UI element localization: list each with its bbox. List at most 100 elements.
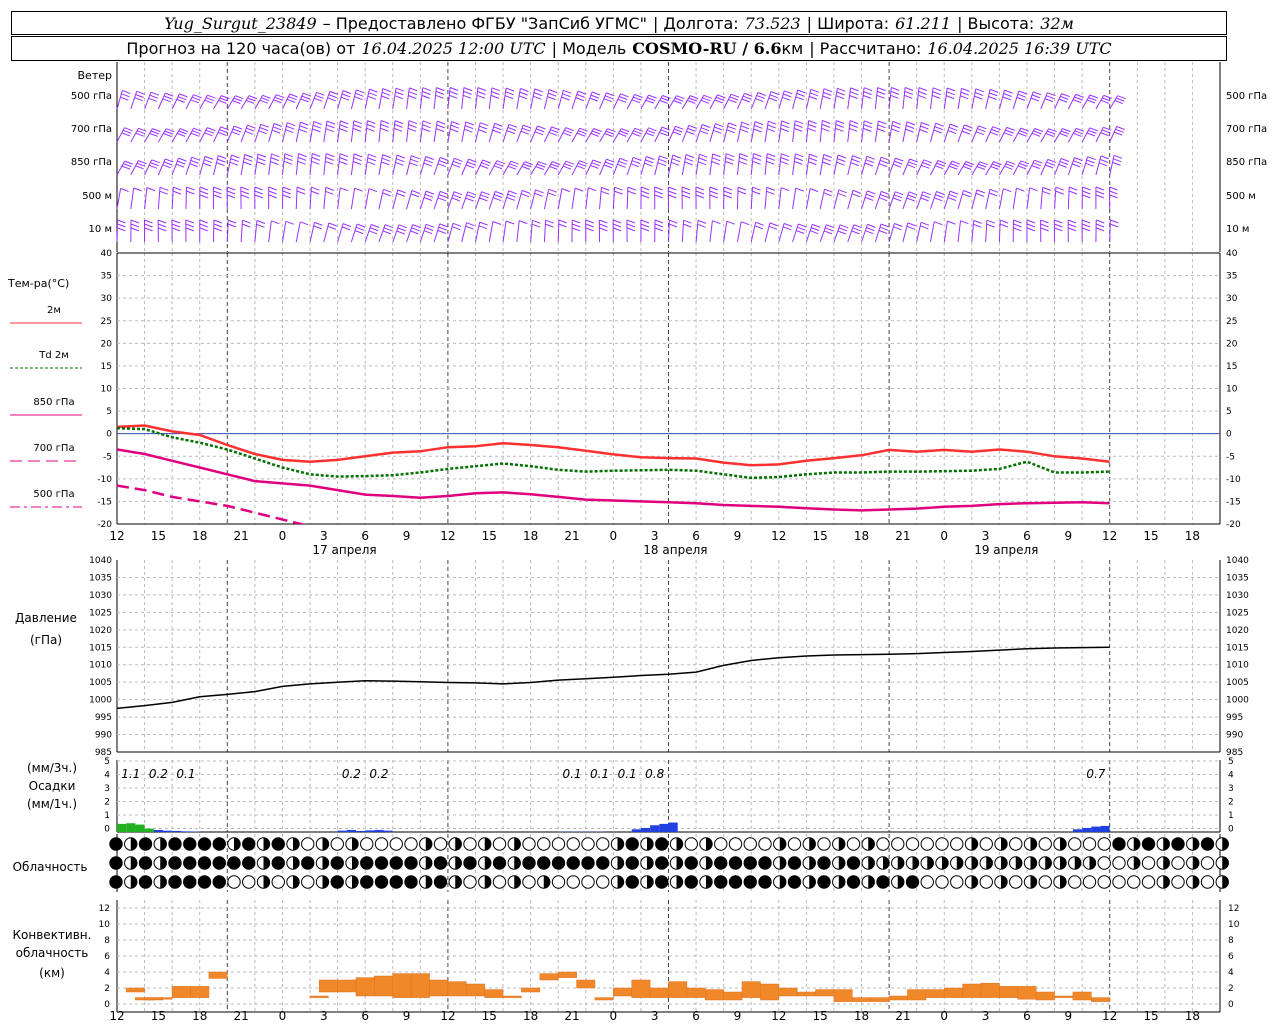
wind-barb: [406, 190, 413, 210]
wind-barb-feather: [136, 130, 146, 135]
wind-barb-feather: [453, 160, 462, 165]
wind-barb: [1012, 188, 1017, 210]
wind-barb: [323, 153, 327, 176]
wind-barb: [874, 191, 882, 210]
wind-barb-feather: [288, 96, 297, 101]
wind-barb-feather: [166, 128, 175, 133]
wind-barb-feather: [960, 91, 969, 96]
wind-barb-feather: [449, 90, 458, 95]
wind-barb-feather: [311, 160, 320, 165]
wind-barb-feather: [877, 87, 886, 92]
wind-barb-feather: [621, 128, 630, 133]
cloud-symbol: [330, 837, 344, 851]
wind-barb-feather: [741, 121, 750, 126]
cloud-symbol: [522, 856, 536, 870]
wind-barb-feather: [545, 223, 554, 228]
wind-barb-feather: [394, 127, 403, 132]
wind-barb-feather: [325, 186, 334, 191]
wind-barb-feather: [904, 87, 914, 91]
wind-barb-feather: [711, 157, 721, 162]
wind-barb-feather: [935, 194, 944, 199]
wind-barb-feather: [891, 124, 901, 129]
wind-barb-feather: [935, 122, 944, 127]
hour-tick: 18: [523, 529, 538, 543]
cloud-symbol-half: [647, 856, 654, 870]
cloud-symbol: [183, 837, 197, 851]
cloud-symbol-half: [1001, 837, 1008, 851]
conv-title-2: облачность: [16, 946, 89, 960]
wind-barb-feather: [1110, 219, 1119, 224]
conv-bar: [796, 991, 816, 997]
wind-barb: [419, 156, 427, 176]
wind-barb-feather: [703, 94, 712, 99]
cloud-symbol: [891, 837, 905, 851]
wind-barb-feather: [934, 221, 943, 226]
wind-barb-feather: [325, 128, 334, 133]
wind-barb-feather: [394, 95, 403, 100]
wind-barb-feather: [453, 191, 463, 196]
wind-barb: [833, 154, 839, 176]
wind-barb-feather: [798, 223, 807, 228]
cloud-symbol-half: [1074, 856, 1081, 870]
wind-barb-feather: [520, 88, 529, 92]
wind-barb-feather: [626, 223, 636, 228]
wind-barb-feather: [1113, 154, 1123, 159]
wind-level-label: 10 м: [89, 224, 112, 235]
wind-barb-feather: [426, 223, 435, 228]
cloud-symbol-half: [868, 837, 875, 851]
wind-barb: [819, 224, 827, 243]
wind-barb-feather: [207, 127, 216, 132]
wind-barb: [116, 188, 122, 210]
precip-bar: [346, 829, 356, 832]
cloud-symbol: [625, 875, 639, 889]
wind-barb: [268, 94, 277, 110]
wind-barb-feather: [162, 98, 171, 103]
wind-barb-feather: [951, 160, 961, 165]
wind-barb-feather: [823, 230, 833, 235]
hour-tick-bottom: 18: [523, 1009, 538, 1023]
wind-barb: [185, 157, 193, 176]
wind-barb-feather: [121, 93, 130, 98]
wind-barb-feather: [904, 90, 913, 95]
wind-barb-feather: [879, 159, 889, 164]
wind-barb-feather: [993, 161, 1002, 166]
cloud-symbol: [758, 837, 772, 851]
pres-tick: 1025: [89, 608, 112, 618]
wind-barb-feather: [262, 94, 271, 99]
wind-barb-feather: [240, 190, 250, 195]
cloud-symbol: [846, 837, 861, 851]
wind-barb-feather: [477, 87, 487, 92]
cloud-symbol: [743, 875, 757, 889]
pres-tick: 1035: [89, 573, 112, 583]
cloud-symbol: [743, 837, 757, 851]
pres-tick-right: 995: [1226, 713, 1243, 723]
wind-barb-feather: [781, 120, 790, 125]
wind-barb-feather: [613, 227, 622, 232]
wind-barb-feather: [876, 94, 885, 99]
wind-barb-feather: [300, 98, 309, 103]
wind-barb-feather: [1031, 132, 1041, 137]
precip-bar: [1091, 826, 1101, 832]
wind-barb-feather: [340, 187, 349, 192]
wind-barb-feather: [770, 91, 780, 96]
wind-barb-feather: [645, 132, 654, 137]
wind-barb-feather: [1019, 162, 1028, 167]
conv-bar: [907, 989, 927, 1001]
cloud-symbol-half: [971, 837, 978, 851]
cloud-symbol-half: [868, 856, 875, 870]
wind-barb-feather: [164, 130, 173, 135]
cloud-symbol: [581, 856, 595, 870]
wind-barb-feather: [353, 124, 362, 128]
wind-barb-feather: [534, 131, 544, 136]
wind-barb: [778, 153, 782, 176]
cloud-symbol: [1097, 875, 1111, 889]
wind-barb: [557, 219, 560, 243]
wind-barb-feather: [619, 96, 628, 100]
wind-barb-feather: [199, 194, 209, 199]
cloud-symbol-half: [1089, 856, 1096, 870]
wind-barb-feather: [907, 194, 917, 199]
wind-barb-feather: [496, 160, 505, 165]
wind-barb-feather: [675, 125, 684, 130]
wind-barb-feather: [565, 160, 575, 165]
wind-barb-feather: [479, 197, 488, 202]
